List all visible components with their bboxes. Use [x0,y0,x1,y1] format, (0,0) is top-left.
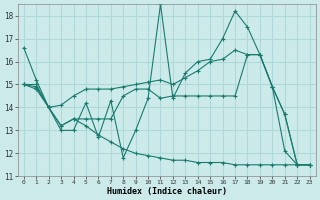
X-axis label: Humidex (Indice chaleur): Humidex (Indice chaleur) [107,187,227,196]
